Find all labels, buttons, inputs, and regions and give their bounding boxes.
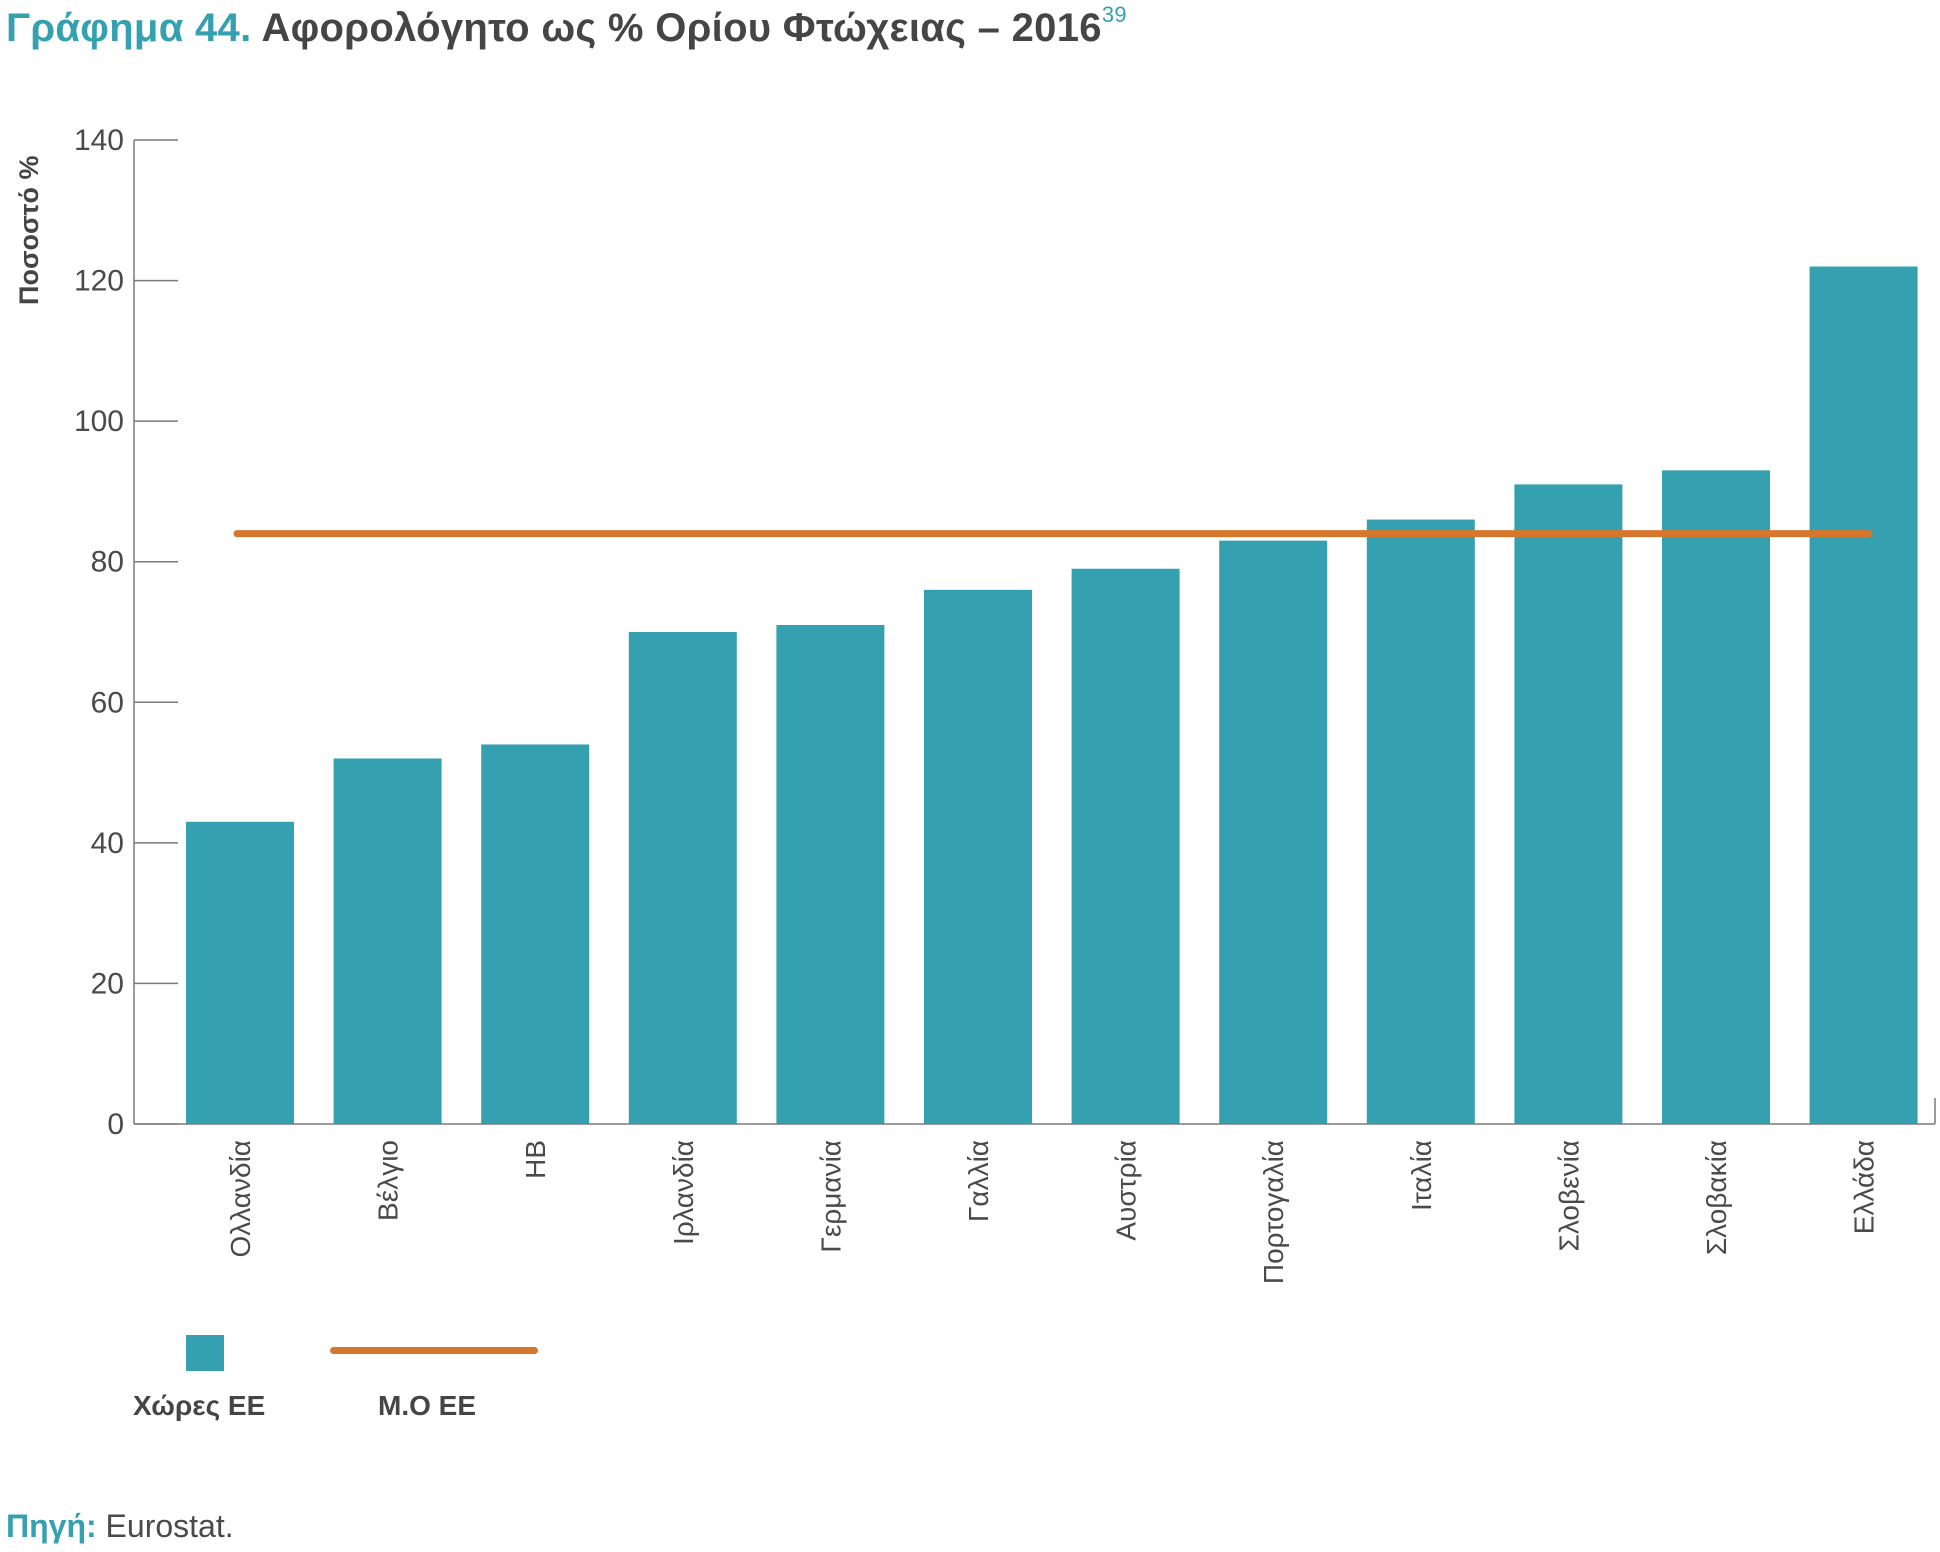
- chart-title-text: Αφορολόγητο ως % Ορίου Φτώχειας – 2016: [261, 6, 1102, 50]
- y-tick-label: 0: [107, 1108, 124, 1141]
- source-text: Eurostat.: [105, 1508, 234, 1544]
- bar: [1809, 266, 1918, 1124]
- x-tick-label: Ιταλία: [1406, 1140, 1437, 1211]
- source-note: Πηγή: Eurostat.: [6, 1508, 234, 1545]
- bar: [481, 744, 590, 1124]
- y-tick-label: 80: [91, 546, 124, 579]
- x-axis: Ολλανδία Βέλγιο ΗΒ Ιρλανδία Γερμανία Γαλλία Αυ…: [134, 1098, 1936, 1284]
- bars-series: [186, 266, 1918, 1124]
- bar-chart: 0 20 40 60 80 100 120 140 Ολλανδία Βέλγιο ΗΒ Ιρλαν…: [74, 124, 1936, 1284]
- chart-title: Γράφημα 44. Αφορολόγητο ως % Ορίου Φτώχε…: [6, 2, 1127, 51]
- x-tick-label: Ιρλανδία: [668, 1140, 699, 1245]
- legend-line-swatch: [330, 1347, 538, 1354]
- bar: [186, 821, 294, 1124]
- x-tick-label: ΗΒ: [520, 1140, 551, 1179]
- y-tick-label: 140: [74, 124, 124, 157]
- bar: [628, 632, 737, 1124]
- x-tick-label: Βέλγιο: [373, 1140, 404, 1221]
- y-tick-label: 100: [74, 405, 124, 438]
- x-tick-label: Σλοβενία: [1553, 1140, 1584, 1251]
- bar: [1366, 519, 1475, 1124]
- bar: [776, 624, 885, 1124]
- bar: [924, 589, 1032, 1124]
- x-tick-label: Αυστρία: [1111, 1140, 1142, 1241]
- bar: [1219, 540, 1328, 1124]
- legend-bar-swatch: [186, 1335, 224, 1371]
- x-tick-label: Σλοβακία: [1701, 1140, 1732, 1255]
- x-tick-label: Ελλάδα: [1849, 1140, 1880, 1234]
- y-tick-label: 20: [91, 967, 124, 1000]
- y-tick-label: 120: [74, 265, 124, 298]
- y-axis: 0 20 40 60 80 100 120 140: [74, 124, 178, 1141]
- bar: [333, 758, 442, 1124]
- x-tick-label: Γαλλία: [963, 1140, 994, 1222]
- source-label: Πηγή:: [6, 1508, 97, 1544]
- bar: [1662, 470, 1770, 1124]
- x-tick-label: Πορτογαλία: [1258, 1140, 1289, 1284]
- chart-title-footnote: 39: [1101, 2, 1127, 27]
- y-tick-label: 60: [91, 686, 124, 719]
- y-tick-label: 40: [91, 827, 124, 860]
- bar: [1514, 484, 1623, 1124]
- legend-line-label: Μ.Ο ΕΕ: [378, 1390, 477, 1421]
- legend-bars-label: Χώρες ΕΕ: [133, 1390, 266, 1421]
- x-tick-label: Γερμανία: [815, 1140, 846, 1253]
- bar: [1071, 568, 1180, 1124]
- chart-title-label: Γράφημα 44.: [6, 6, 252, 50]
- x-tick-label: Ολλανδία: [225, 1140, 256, 1258]
